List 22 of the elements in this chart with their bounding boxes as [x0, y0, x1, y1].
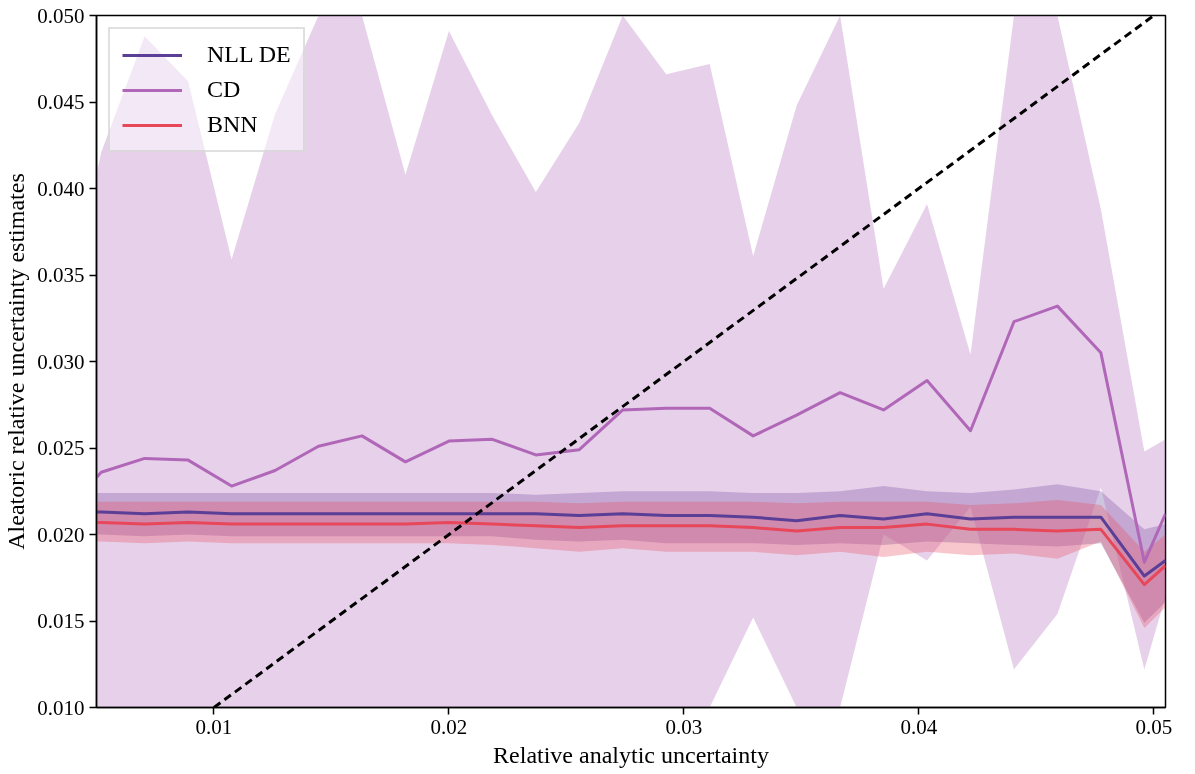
- y-tick-label: 0.025: [37, 436, 85, 460]
- y-tick-label: 0.010: [37, 695, 85, 720]
- x-tick-label: 0.04: [900, 714, 938, 739]
- y-tick-label: 0.015: [37, 609, 85, 633]
- legend-label: CD: [207, 76, 241, 103]
- y-tick-label: 0.030: [37, 349, 85, 374]
- line-series: [96, 510, 1166, 578]
- y-tick-label: 0.020: [37, 522, 85, 547]
- y-tick-label: 0.035: [37, 263, 85, 287]
- line-series: [96, 520, 1166, 587]
- x-axis-title: Relative analytic uncertainty: [493, 741, 769, 768]
- x-tick-label: 0.05: [1135, 714, 1173, 739]
- y-axis-title: Aleatoric relative uncertainty estimates: [3, 173, 30, 550]
- x-tick-label: 0.01: [195, 714, 233, 739]
- line-series: [96, 304, 1166, 564]
- y-tick-label: 0.045: [37, 90, 85, 114]
- y-tick-label: 0.050: [37, 3, 85, 28]
- x-tick-label: 0.02: [430, 714, 468, 739]
- y-tick-label: 0.040: [37, 176, 85, 201]
- legend-label: NLL DE: [207, 41, 291, 68]
- legend-label: BNN: [207, 111, 258, 138]
- x-tick-label: 0.03: [665, 714, 703, 739]
